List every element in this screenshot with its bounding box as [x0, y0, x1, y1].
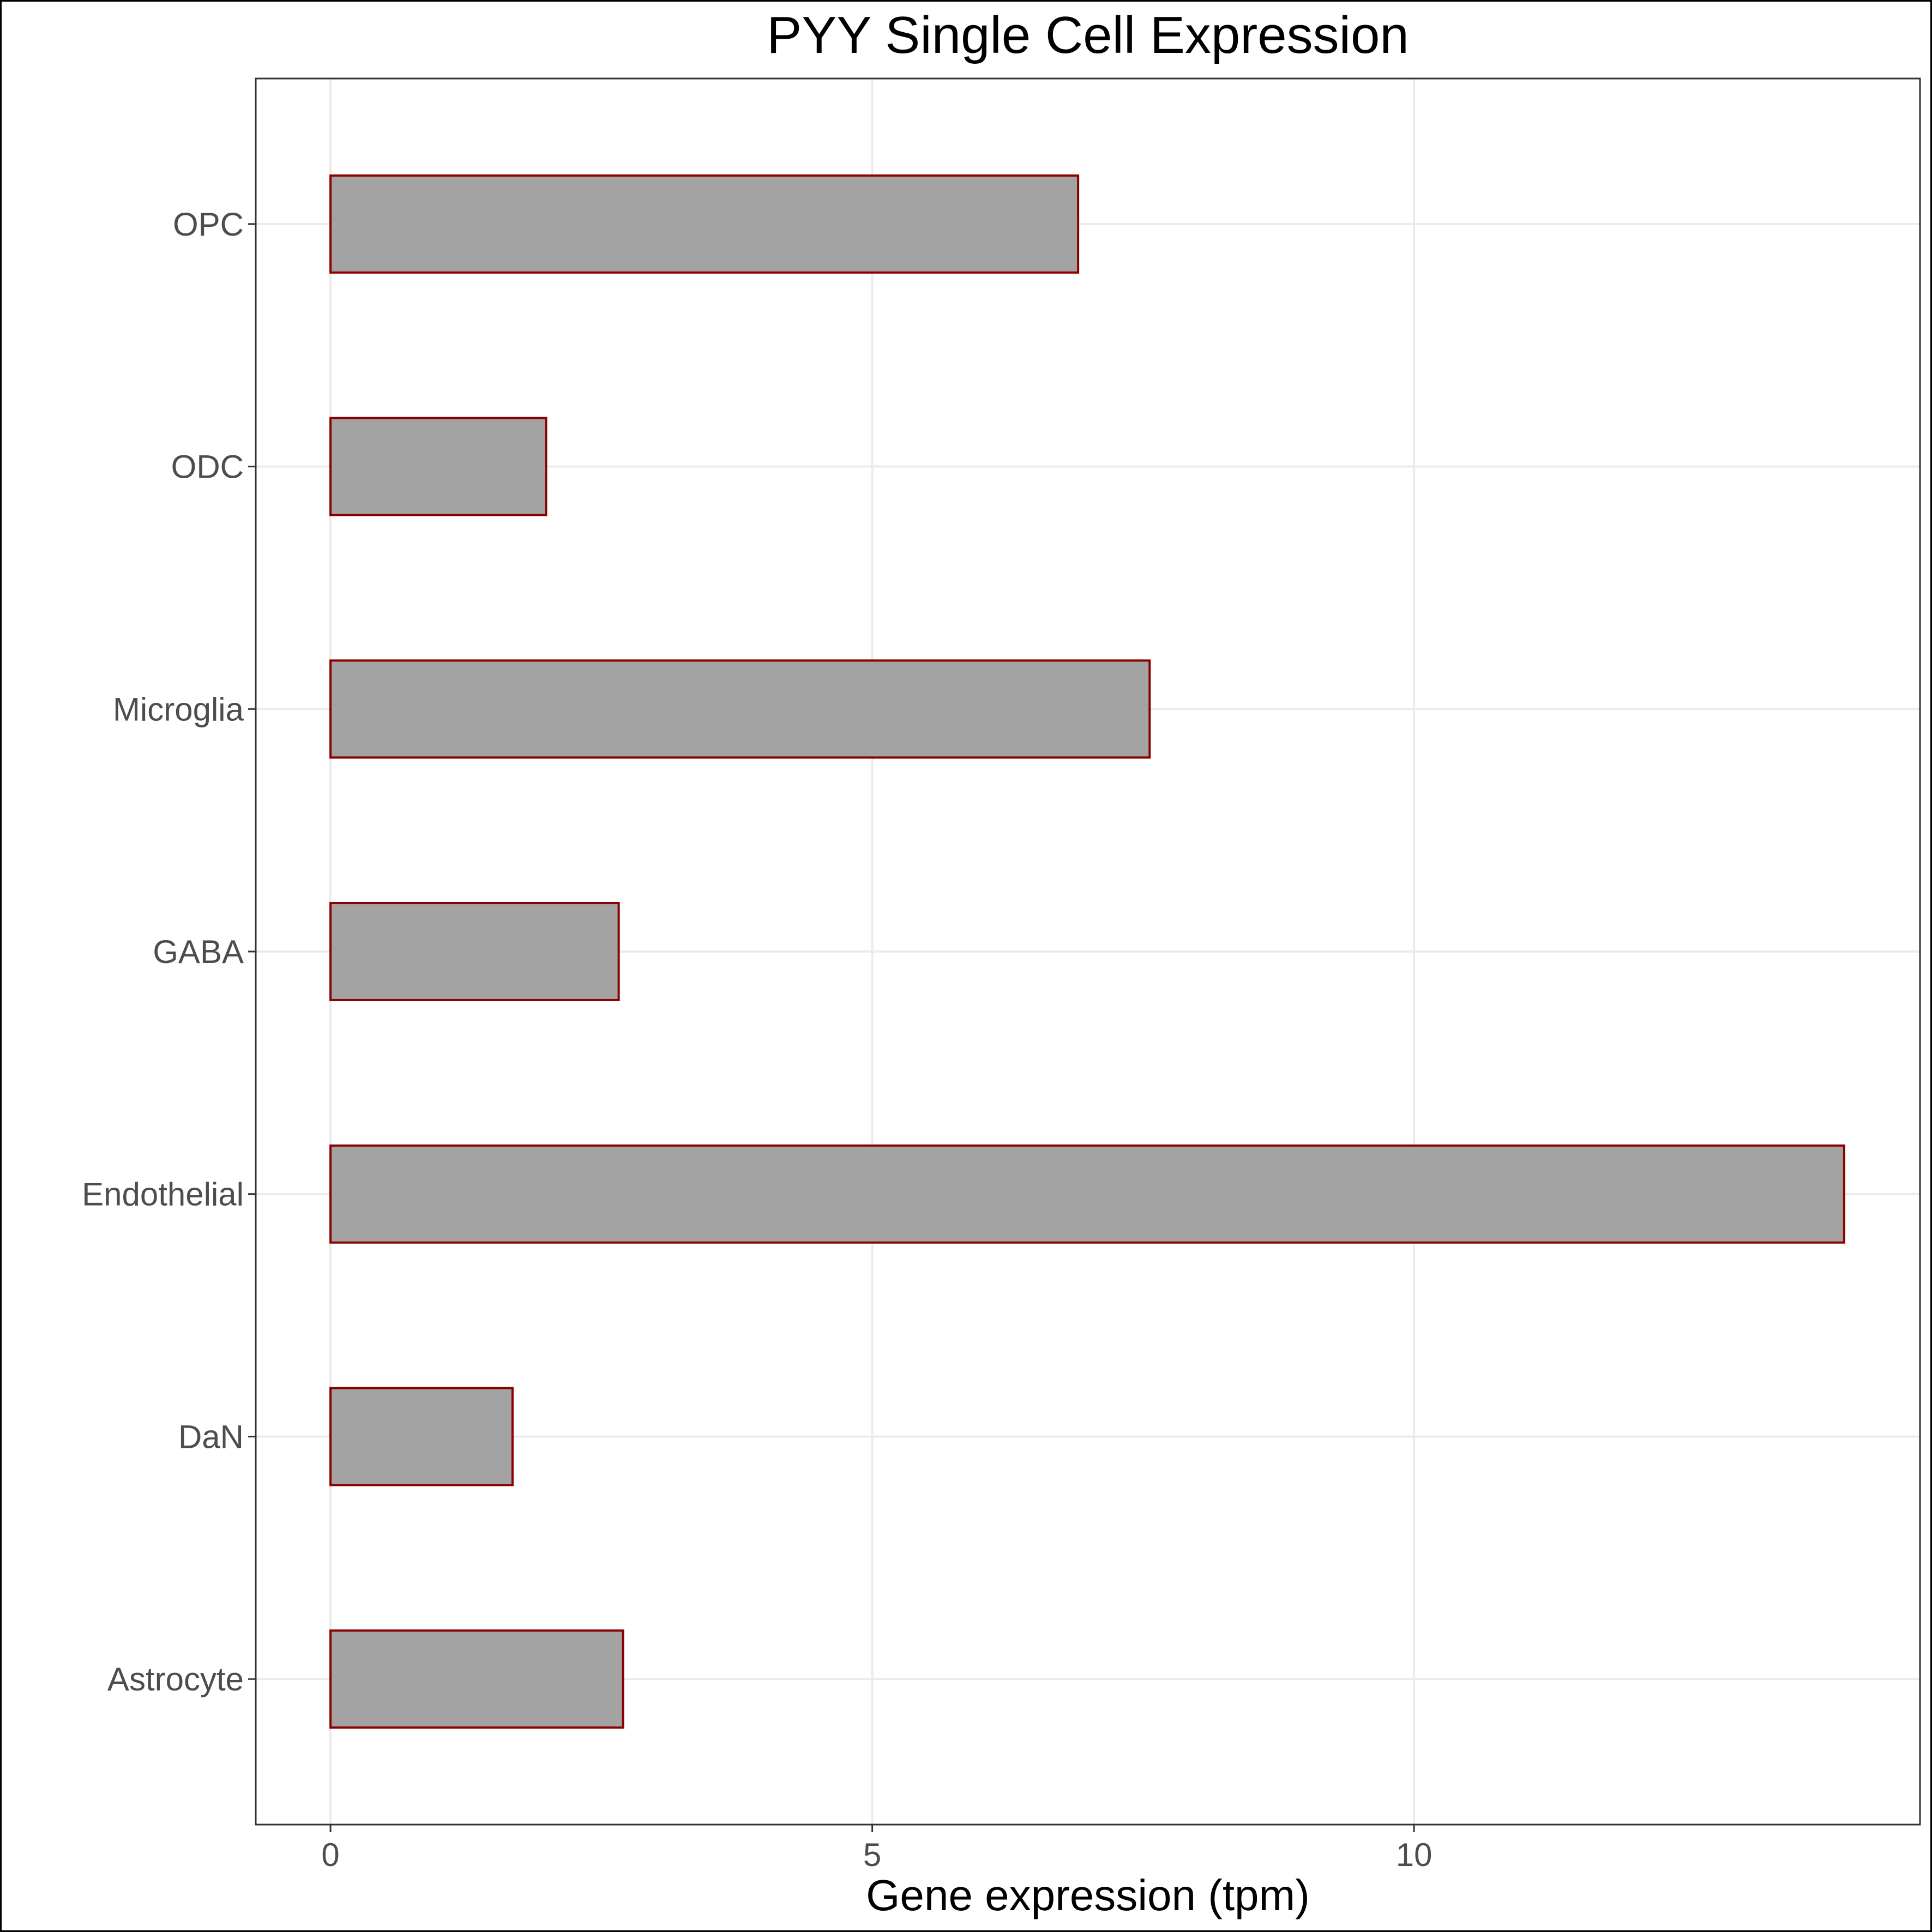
bars — [329, 174, 1845, 1729]
x-axis-title: Gene expression (tpm) — [866, 1871, 1310, 1919]
y-tick-label: Microglia — [113, 691, 244, 727]
y-tick-label: GABA — [153, 934, 244, 970]
x-axis-ticks: 0 5 10 — [321, 1825, 1432, 1873]
bar-astrocyte — [329, 1629, 624, 1729]
bar-opc — [329, 174, 1080, 274]
bar-endothelial — [329, 1144, 1845, 1244]
y-tick-label: ODC — [171, 449, 244, 485]
y-axis-ticks: Astrocyte DaN Endothelial GABA Microglia ODC O… — [82, 206, 256, 1698]
bar-gaba — [329, 902, 620, 1001]
bar-odc — [329, 417, 547, 516]
y-tick-label: Astrocyte — [107, 1661, 244, 1698]
x-tick-label: 5 — [863, 1837, 881, 1873]
bar-dan — [329, 1387, 514, 1486]
x-tick-label: 0 — [321, 1837, 339, 1873]
y-tick-label: OPC — [173, 206, 244, 243]
chart-title: PYY Single Cell Expression — [767, 6, 1409, 64]
x-tick-label: 10 — [1396, 1837, 1433, 1873]
bar-microglia — [329, 659, 1151, 759]
y-tick-label: Endothelial — [82, 1176, 244, 1213]
y-tick-label: DaN — [178, 1418, 244, 1455]
